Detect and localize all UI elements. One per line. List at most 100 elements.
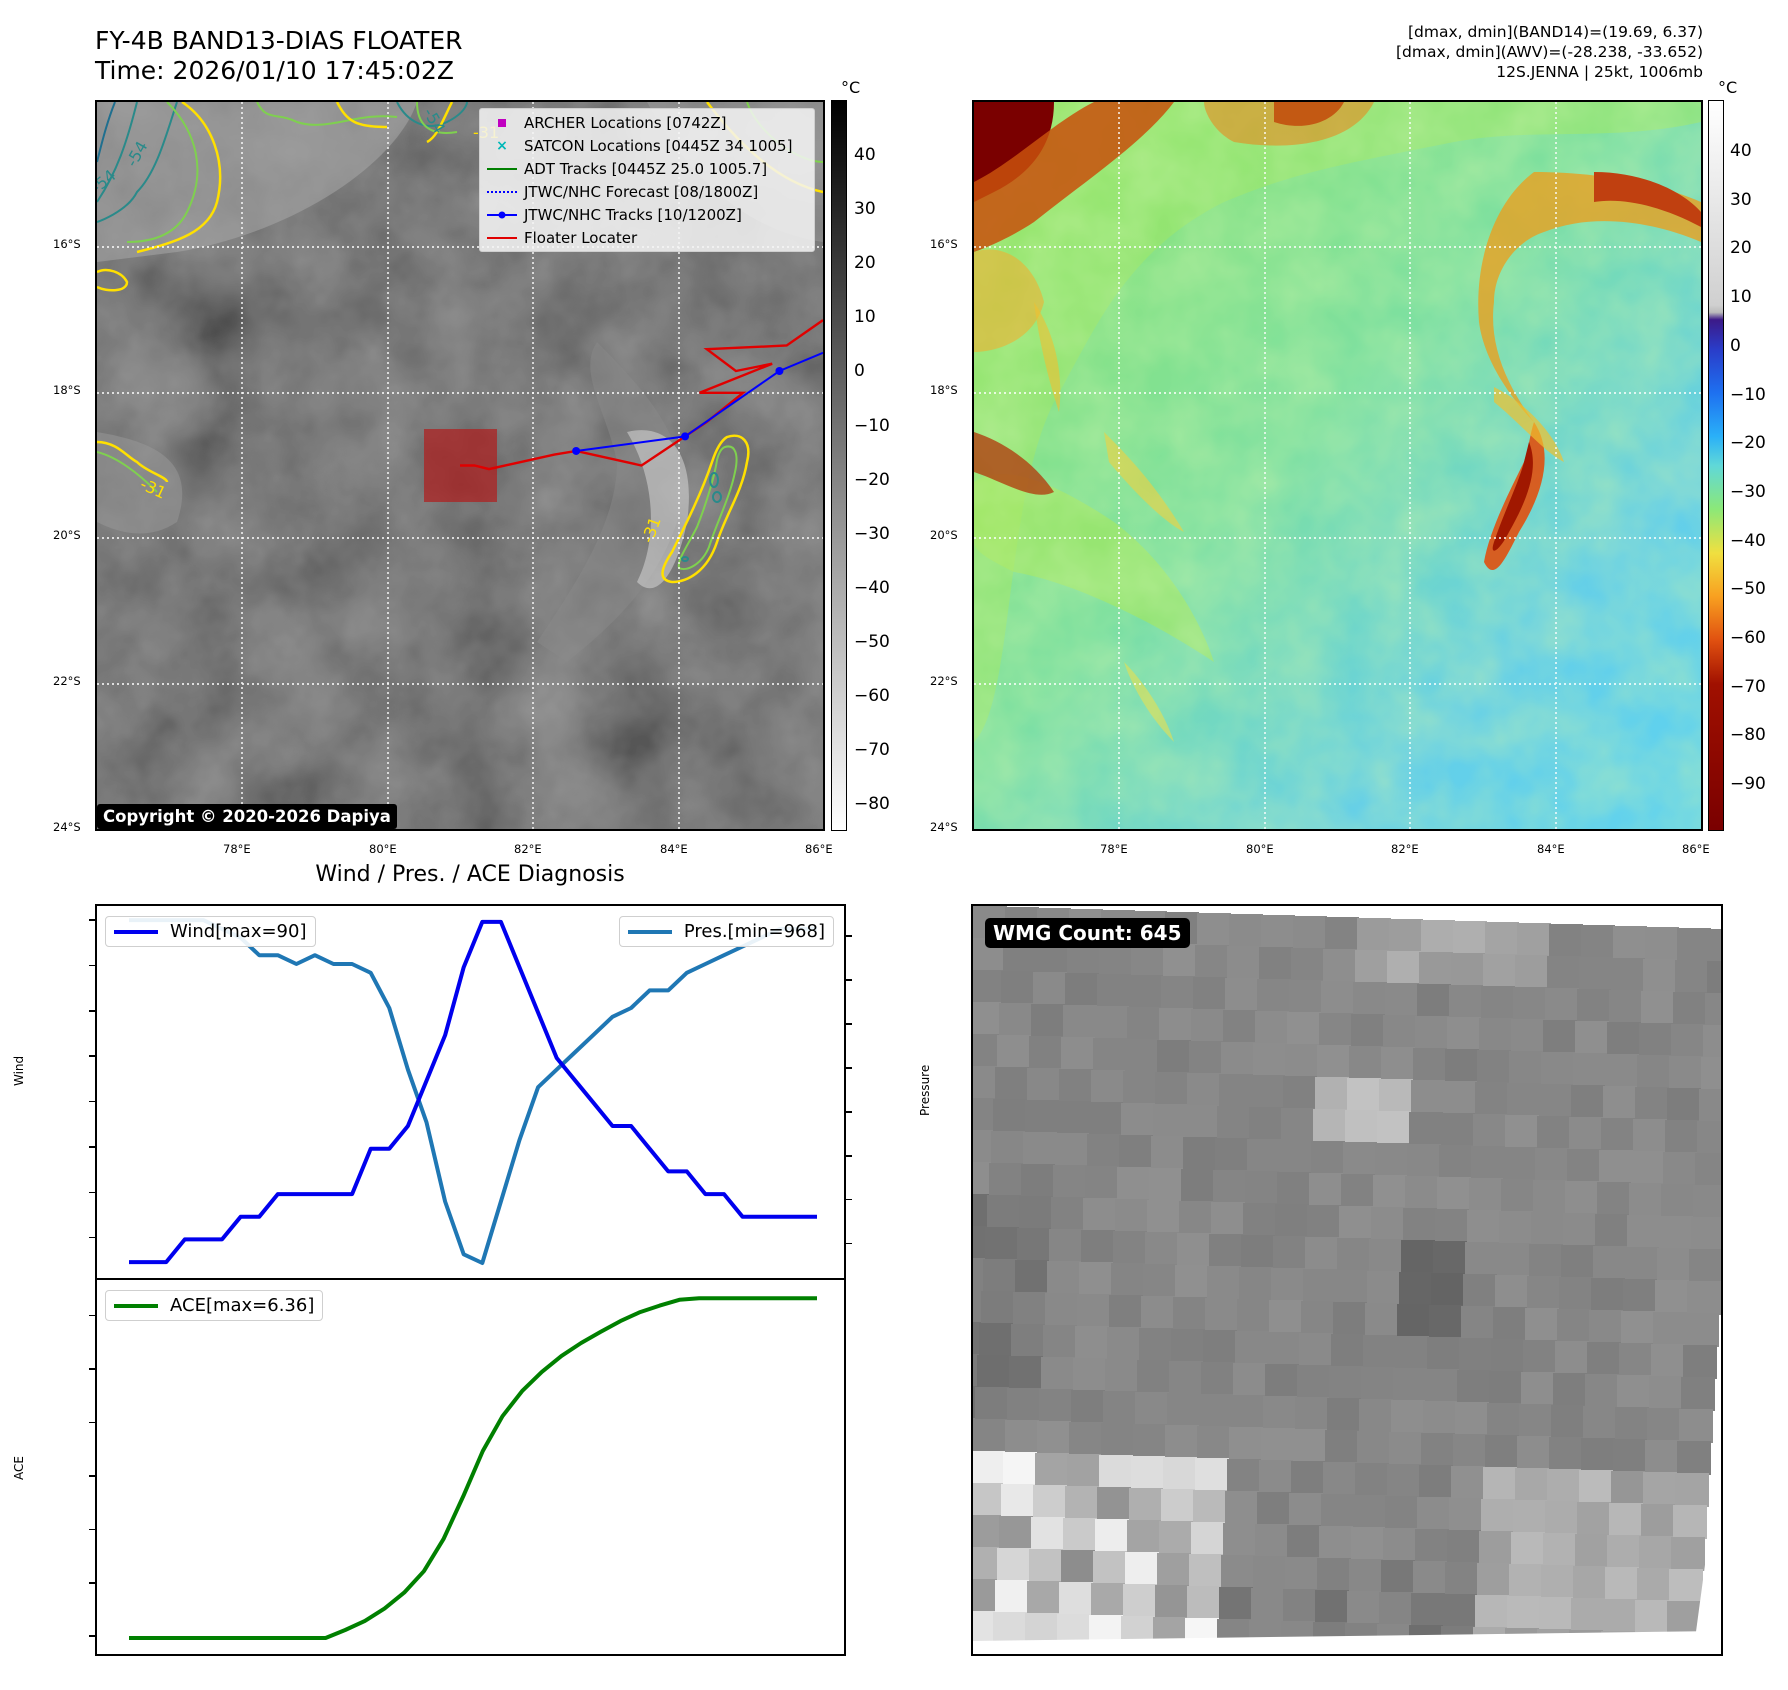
square-icon bbox=[498, 118, 506, 127]
wv-map bbox=[972, 100, 1703, 831]
pres-ytick-mark bbox=[846, 935, 852, 937]
lat-tick-label: 16°S bbox=[53, 237, 81, 251]
ir-colorbar-tick: 0 bbox=[854, 361, 865, 382]
legend-tracks-label: JTWC/NHC Tracks [10/1200Z] bbox=[524, 205, 742, 224]
legend-forecast: JTWC/NHC Forecast [08/1800Z] bbox=[480, 180, 814, 203]
lon-tick-label: 80°E bbox=[369, 842, 397, 856]
lat-tick-label: 22°S bbox=[930, 674, 958, 688]
ir-title-line1: FY-4B BAND13-DIAS FLOATER bbox=[95, 26, 463, 55]
lat-tick-label: 20°S bbox=[53, 528, 81, 542]
ir-colorbar-tick: −40 bbox=[854, 577, 890, 598]
dotted-line-icon bbox=[487, 190, 517, 193]
pres-ytick-mark bbox=[846, 1242, 852, 1245]
pressure-series-line bbox=[129, 918, 817, 1265]
jtwc-track-point bbox=[681, 432, 690, 441]
lat-tick-label: 20°S bbox=[930, 528, 958, 542]
wind-ytick-mark bbox=[89, 1055, 95, 1057]
ir-colorbar-tick: 40 bbox=[854, 145, 876, 165]
pres-ytick-mark bbox=[846, 979, 852, 981]
jtwc-track-point bbox=[572, 446, 581, 455]
ir-colorbar-tick: −30 bbox=[854, 523, 890, 544]
legend-floater-label: Floater Locater bbox=[524, 228, 638, 247]
ace-ytick-mark bbox=[89, 1421, 95, 1424]
ace-ytick-mark bbox=[89, 1475, 95, 1477]
pres-legend: Pres.[min=968] bbox=[618, 916, 834, 947]
ace-plot: ACE[max=6.36] bbox=[95, 1278, 846, 1656]
ace-svg bbox=[129, 1296, 817, 1640]
ace-ytick-mark bbox=[89, 1314, 95, 1317]
wmg-count-badge: WMG Count: 645 bbox=[985, 918, 1190, 948]
wv-colorbar-unit: °C bbox=[1718, 78, 1738, 97]
pres-ytick-mark bbox=[846, 1023, 852, 1025]
legend-adt: ADT Tracks [0445Z 25.0 1005.7] bbox=[480, 157, 814, 180]
ir-legend: ARCHER Locations [0742Z] × SATCON Locatio… bbox=[479, 108, 815, 252]
legend-archer: ARCHER Locations [0742Z] bbox=[480, 111, 814, 134]
ir-colorbar-tick: −50 bbox=[854, 631, 890, 652]
wv-colorbar-tick: −80 bbox=[1730, 725, 1766, 746]
ir-map: -31 -54 -54 -54 -31 -31 ARCHER Locations… bbox=[95, 100, 825, 831]
lon-tick-label: 86°E bbox=[805, 842, 833, 856]
wv-colorbar-tick: 20 bbox=[1730, 238, 1752, 259]
ir-colorbar-tick: 20 bbox=[854, 253, 876, 274]
pres-ytick-mark bbox=[846, 1198, 852, 1201]
wv-colorbar-tick: −20 bbox=[1730, 433, 1766, 454]
wind-series-line bbox=[129, 919, 817, 1265]
wv-colorbar-tick: −50 bbox=[1730, 579, 1766, 600]
ir-colorbar-tick: 30 bbox=[854, 199, 876, 220]
track-layer bbox=[460, 319, 823, 471]
copyright-badge: Copyright © 2020-2026 Dapiya bbox=[97, 804, 397, 829]
wind-ytick-mark bbox=[89, 1236, 95, 1239]
pres-legend-line bbox=[627, 929, 672, 934]
ir-colorbar-tick: −70 bbox=[854, 740, 890, 761]
wv-colorbar-tick: 40 bbox=[1730, 141, 1752, 161]
legend-tracks: JTWC/NHC Tracks [10/1200Z] bbox=[480, 203, 814, 226]
lon-tick-label: 86°E bbox=[1682, 842, 1710, 856]
wv-info-line3: 12S.JENNA | 25kt, 1006mb bbox=[1496, 63, 1703, 81]
wv-colorbar-tick: −10 bbox=[1730, 384, 1766, 405]
ir-colorbar-tick: −20 bbox=[854, 469, 890, 490]
wind-ytick-mark bbox=[89, 964, 95, 967]
lon-tick-label: 84°E bbox=[660, 842, 688, 856]
ace-series-line bbox=[129, 1296, 817, 1640]
line-icon bbox=[487, 236, 517, 239]
wv-colorbar-tick: 30 bbox=[1730, 189, 1752, 210]
ace-legend-label: ACE[max=6.36] bbox=[170, 1295, 315, 1316]
lon-tick-label: 82°E bbox=[514, 842, 542, 856]
wind-ytick-mark bbox=[89, 1191, 95, 1194]
wmg-image bbox=[973, 906, 1721, 1654]
legend-satcon-label: SATCON Locations [0445Z 34 1005] bbox=[524, 136, 793, 155]
wv-map-image bbox=[974, 102, 1701, 829]
wv-colorbar-tick: −30 bbox=[1730, 481, 1766, 502]
ace-ylabel: ACE bbox=[12, 1456, 26, 1480]
lon-tick-label: 78°E bbox=[223, 842, 251, 856]
legend-floater: Floater Locater bbox=[480, 226, 814, 249]
wv-colorbar bbox=[1708, 100, 1724, 831]
wind-legend: Wind[max=90] bbox=[105, 916, 316, 947]
wv-colorbar-tick: −70 bbox=[1730, 676, 1766, 697]
ace-legend-line bbox=[114, 1303, 158, 1308]
pres-ytick-mark bbox=[846, 1111, 852, 1113]
wind-legend-label: Wind[max=90] bbox=[170, 921, 307, 942]
wind-ytick-mark bbox=[89, 1010, 95, 1012]
lon-tick-label: 82°E bbox=[1391, 842, 1419, 856]
wv-colorbar-tick: −40 bbox=[1730, 530, 1766, 551]
ir-colorbar-unit: °C bbox=[841, 78, 861, 97]
lat-tick-label: 18°S bbox=[930, 383, 958, 397]
wind-ylabel: Wind bbox=[12, 1055, 26, 1086]
line-dot-icon bbox=[487, 211, 517, 218]
wind-legend-line bbox=[114, 929, 158, 934]
wind-ytick-mark bbox=[89, 1146, 95, 1148]
wind-ytick-mark bbox=[89, 919, 95, 921]
wv-colorbar-tick: 10 bbox=[1730, 287, 1752, 308]
ir-title-line2: Time: 2026/01/10 17:45:02Z bbox=[95, 56, 454, 85]
floater-track-line bbox=[460, 319, 823, 471]
ir-colorbar-tick: −10 bbox=[854, 415, 890, 436]
ir-colorbar-tick: −60 bbox=[854, 686, 890, 706]
ir-colorbar-tick: −80 bbox=[854, 794, 890, 815]
pres-ytick-mark bbox=[846, 1067, 852, 1069]
ace-ytick-mark bbox=[89, 1582, 95, 1584]
legend-archer-label: ARCHER Locations [0742Z] bbox=[524, 113, 727, 132]
pres-ylabel: Pressure bbox=[918, 1064, 932, 1116]
jtwc-track-line bbox=[576, 351, 823, 452]
line-icon bbox=[487, 167, 517, 170]
